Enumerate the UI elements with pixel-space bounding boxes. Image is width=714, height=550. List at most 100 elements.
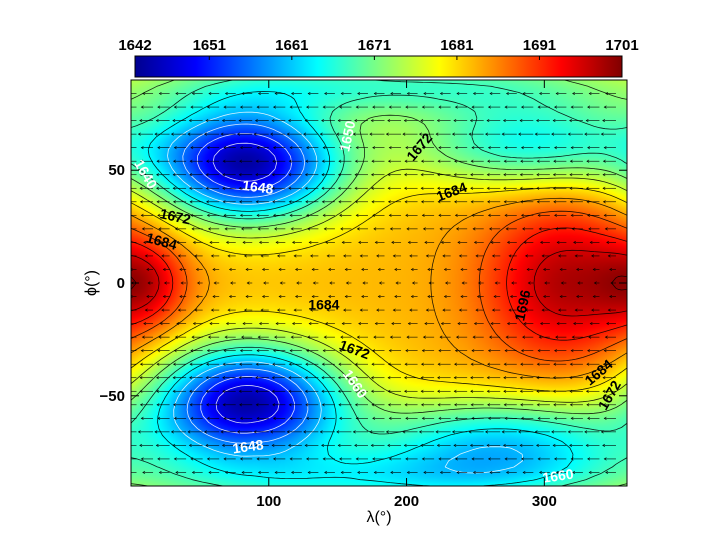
wind-arrow-head xyxy=(176,240,180,244)
wind-arrow-head xyxy=(570,457,574,461)
wind-arrow-head xyxy=(406,470,410,475)
wind-arrow-head xyxy=(295,267,298,272)
wind-arrow-head xyxy=(391,322,395,326)
wind-arrow-head xyxy=(306,146,310,150)
wind-arrow-head xyxy=(541,254,545,258)
wind-arrow-head xyxy=(288,389,292,393)
wind-arrow-head xyxy=(437,173,441,177)
wind-arrow-head xyxy=(304,443,308,447)
wind-arrow-head xyxy=(329,281,333,285)
wind-arrow-head xyxy=(286,132,290,136)
wind-arrow-head xyxy=(208,91,212,96)
wind-arrow-head xyxy=(124,200,126,203)
wind-arrow-head xyxy=(537,457,541,461)
wind-arrow-head xyxy=(476,294,480,299)
wind-arrow-head xyxy=(470,186,474,190)
wind-arrow-head xyxy=(209,240,213,244)
wind-arrow-head xyxy=(305,159,309,163)
wind-arrow-head xyxy=(187,132,191,136)
wind-arrow-head xyxy=(371,159,375,163)
wind-arrow-head xyxy=(422,335,426,339)
wind-arrow-head xyxy=(610,281,614,285)
wind-arrow-head xyxy=(157,416,161,420)
wind-arrow-head xyxy=(343,254,347,258)
wind-arrow-head xyxy=(600,132,604,136)
wind-arrow-head xyxy=(172,119,176,123)
wind-arrow-head xyxy=(172,389,176,393)
wind-arrow-head xyxy=(556,240,560,244)
wind-arrow-head xyxy=(338,362,342,366)
wind-arrow-head xyxy=(173,416,177,420)
wind-arrow-head xyxy=(455,227,459,231)
wind-arrow-head xyxy=(451,430,455,434)
wind-arrow-head xyxy=(177,308,181,312)
wind-arrow-head xyxy=(555,470,559,475)
wind-arrow-head xyxy=(209,322,213,326)
wind-arrow-head xyxy=(585,376,589,380)
wind-arrow-head xyxy=(189,376,193,380)
wind-arrow-head xyxy=(606,322,610,326)
wind-arrow-head xyxy=(158,91,162,96)
wind-arrow-head xyxy=(157,457,161,461)
wind-arrow-head xyxy=(230,281,234,285)
wind-arrow-head xyxy=(487,200,491,204)
wind-arrow-head xyxy=(142,470,146,475)
wind-arrow-head xyxy=(306,457,310,461)
wind-arrow-head xyxy=(503,389,507,393)
wind-arrow-head xyxy=(222,173,226,177)
wind-arrow-head xyxy=(223,213,227,217)
contour-line xyxy=(147,91,574,486)
wind-arrow-head xyxy=(256,457,260,461)
wind-arrow-head xyxy=(602,403,606,407)
wind-arrow-head xyxy=(437,186,441,190)
wind-arrow-head xyxy=(388,416,392,420)
wind-arrow-head xyxy=(336,132,340,136)
wind-arrow-head xyxy=(191,470,195,475)
wind-arrow-head xyxy=(304,186,308,190)
wind-arrow-head xyxy=(274,91,278,96)
wind-arrow-head xyxy=(273,105,276,109)
wind-arrow-head xyxy=(192,322,196,326)
wind-arrow-head xyxy=(344,267,348,272)
colorbar-tick-label: 1681 xyxy=(440,37,473,54)
wind-arrow-head xyxy=(487,146,491,150)
wind-arrow-head xyxy=(239,213,243,217)
wind-arrow-head xyxy=(203,430,207,434)
wind-arrow-head xyxy=(337,376,341,380)
wind-arrow-head xyxy=(471,457,475,461)
wind-arrow-head xyxy=(390,91,394,96)
wind-arrow-head xyxy=(588,470,592,475)
wind-arrow-head xyxy=(472,91,476,96)
wind-arrow-head xyxy=(255,362,259,366)
wind-arrow-head xyxy=(469,443,473,447)
wind-arrow-head xyxy=(585,173,589,177)
wind-arrow-head xyxy=(172,159,176,163)
wind-arrow-head xyxy=(308,240,312,244)
wind-arrow-head xyxy=(271,119,275,123)
wind-arrow-head xyxy=(589,240,593,244)
y-tick-label: 0 xyxy=(117,275,125,292)
wind-arrow-head xyxy=(526,294,530,299)
wind-arrow-head xyxy=(571,227,575,231)
wind-arrow-head xyxy=(437,376,441,380)
wind-arrow-head xyxy=(392,254,396,258)
wind-arrow-head xyxy=(321,159,325,163)
wind-arrow-head xyxy=(376,254,380,258)
wind-arrow-head xyxy=(493,294,497,299)
wind-arrow-head xyxy=(273,457,276,461)
wind-arrow-head xyxy=(588,227,592,231)
wind-arrow-head xyxy=(339,105,343,109)
wind-arrow-head xyxy=(537,146,541,150)
wind-arrow-head xyxy=(438,146,442,150)
wind-arrow-head xyxy=(213,281,217,285)
wind-arrow-head xyxy=(420,362,424,366)
wind-arrow-head xyxy=(494,281,498,285)
wind-arrow-head xyxy=(223,416,227,420)
wind-arrow-head xyxy=(258,240,262,244)
wind-arrow-head xyxy=(323,227,327,231)
wind-arrow-head xyxy=(304,389,308,393)
wind-arrow-head xyxy=(585,443,589,447)
wind-arrow-head xyxy=(405,416,409,420)
wind-arrow-head xyxy=(345,281,349,285)
contour-line xyxy=(131,227,627,341)
